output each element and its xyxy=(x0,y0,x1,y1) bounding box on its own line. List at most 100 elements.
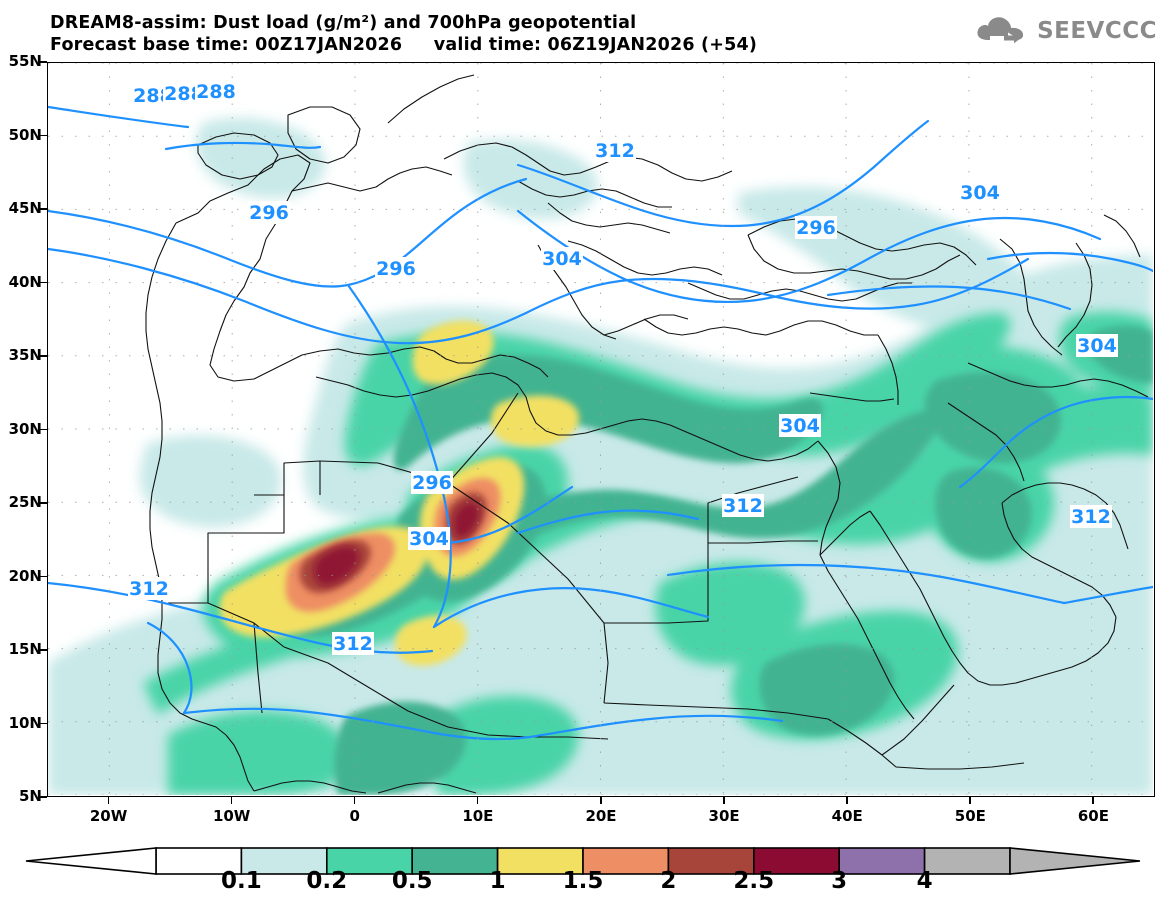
dust-contour-2.5 xyxy=(313,502,480,586)
y-axis-tick-mark xyxy=(40,796,47,798)
y-axis-tick-label: 20N xyxy=(8,566,42,585)
x-axis-tick-mark xyxy=(600,797,602,804)
y-axis-tick-mark xyxy=(40,649,47,651)
colorbar-swatch xyxy=(411,847,499,875)
contour-label: 304 xyxy=(542,248,582,270)
y-axis-tick-mark xyxy=(40,355,47,357)
contour-label: 304 xyxy=(409,528,449,550)
y-axis-tick-label: 55N xyxy=(8,52,42,70)
contour-label-bg xyxy=(411,471,453,494)
x-axis-tick-label: 40E xyxy=(831,807,863,825)
x-axis-tick-mark xyxy=(846,797,848,804)
colorbar-tick-label: 3 xyxy=(831,868,848,894)
contour-label-bg xyxy=(594,139,636,162)
coastline-layer xyxy=(145,74,1149,794)
forecast-time-line: Forecast base time: 00Z17JAN2026 valid t… xyxy=(50,35,758,55)
colorbar-extend-min xyxy=(25,847,157,875)
y-axis-tick-label: 15N xyxy=(8,640,42,658)
x-axis-tick-label: 60E xyxy=(1077,807,1109,825)
y-axis-tick-mark xyxy=(40,208,47,210)
contour-label-bg xyxy=(195,80,237,103)
x-axis-tick-label: 0 xyxy=(349,807,360,825)
dust-load-map: 2882882882962963123042963043042963043043… xyxy=(48,63,1153,795)
seevccc-logo: SEEVCCC xyxy=(974,14,1157,48)
contour-label-bg xyxy=(722,494,764,517)
contour-label: 312 xyxy=(129,578,169,600)
x-axis-tick-label: 20E xyxy=(585,807,617,825)
contour-label-bg xyxy=(163,82,205,105)
y-axis-tick-label: 35N xyxy=(8,346,42,364)
x-axis-tick-mark xyxy=(723,797,725,804)
geopotential-contour-layer xyxy=(48,105,1153,741)
contour-label-bg xyxy=(541,247,583,270)
colorbar-swatch xyxy=(667,847,755,875)
y-axis-tick-label: 45N xyxy=(8,199,42,217)
y-axis-tick-mark xyxy=(40,722,47,725)
x-axis-tick-mark xyxy=(353,797,356,804)
y-axis-tick-mark xyxy=(40,281,47,284)
colorbar-tick-label: 0.5 xyxy=(391,868,433,894)
x-axis-tick-mark xyxy=(969,797,971,804)
colorbar-tick-label: 4 xyxy=(916,868,933,894)
y-axis-tick-label: 50N xyxy=(8,125,42,144)
y-axis-tick-label: 30N xyxy=(8,419,42,438)
colorbar-tick-labels: 0.1 0.2 0.5 1 1.5 2 2.5 3 4 xyxy=(0,868,1165,902)
contour-label: 296 xyxy=(376,258,416,280)
contour-label: 312 xyxy=(723,495,763,517)
colorbar-extend-max xyxy=(1009,847,1141,875)
contour-label-bg xyxy=(375,257,417,280)
chart-title-block: DREAM8-assim: Dust load (g/m²) and 700hP… xyxy=(50,12,810,56)
colorbar-swatch xyxy=(496,847,584,875)
colorbar-swatch xyxy=(325,847,413,875)
colorbar-swatches xyxy=(25,847,1141,875)
contour-label: 312 xyxy=(1071,506,1111,528)
contour-label-layer: 2882882882962963123042963043042963043043… xyxy=(128,80,1118,655)
y-axis-tick-mark xyxy=(40,428,47,431)
y-axis-tick-label: 25N xyxy=(8,493,42,511)
colorbar-tick-label: 2.5 xyxy=(733,868,775,894)
colorbar-swatch xyxy=(838,847,926,875)
contour-label: 296 xyxy=(412,472,452,494)
page-title: DREAM8-assim: Dust load (g/m²) and 700hP… xyxy=(50,13,637,33)
contour-label-bg xyxy=(248,201,290,224)
colorbar-tick-label: 2 xyxy=(660,868,677,894)
contour-label-bg xyxy=(332,632,374,655)
contour-label-bg xyxy=(1070,505,1112,528)
y-axis-tick-label: 10N xyxy=(8,713,42,732)
x-axis-tick-mark xyxy=(1092,797,1095,804)
contour-label-bg xyxy=(1076,334,1118,357)
contour-label-bg xyxy=(779,414,821,437)
colorbar-tick-label: 0.2 xyxy=(306,868,348,894)
colorbar-swatch xyxy=(752,847,840,875)
colorbar xyxy=(0,840,1165,907)
contour-label: 312 xyxy=(333,633,373,655)
x-axis-tick-label: 10E xyxy=(462,807,494,825)
map-plot-area: 288 288 288 296 296 312 304 296 304 304 296 304 304 3… xyxy=(47,62,1155,797)
colorbar-tick-label: 0.1 xyxy=(221,868,262,894)
contour-label: 304 xyxy=(1077,335,1117,357)
y-axis-tick-label: 40N xyxy=(8,272,42,291)
x-axis-tick-label: 30E xyxy=(708,807,740,825)
colorbar-tick-label: 1.5 xyxy=(562,868,604,894)
y-axis-tick-mark xyxy=(40,575,47,578)
contour-label: 288 xyxy=(133,85,173,107)
contour-label: 296 xyxy=(796,217,836,239)
y-axis-tick-mark xyxy=(40,502,47,504)
contour-label-bg xyxy=(128,577,170,600)
x-axis-tick-mark xyxy=(230,797,233,804)
contour-label-bg xyxy=(795,216,837,239)
x-axis-tick-mark xyxy=(107,797,110,804)
y-axis-tick-mark xyxy=(40,134,47,137)
contour-label-bg xyxy=(408,527,450,550)
y-axis-tick-mark xyxy=(40,61,47,63)
contour-label: 296 xyxy=(249,202,289,224)
x-axis-tick-mark xyxy=(476,797,479,804)
x-axis-tick-label: 10W xyxy=(212,807,251,825)
colorbar-tick-label: 1 xyxy=(489,868,506,894)
contour-label: 304 xyxy=(960,182,1000,204)
x-axis-tick-label: 50E xyxy=(954,807,986,825)
x-axis-tick-label: 20W xyxy=(89,807,128,825)
contour-label: 288 xyxy=(196,81,236,103)
contour-label-bg xyxy=(959,181,1001,204)
